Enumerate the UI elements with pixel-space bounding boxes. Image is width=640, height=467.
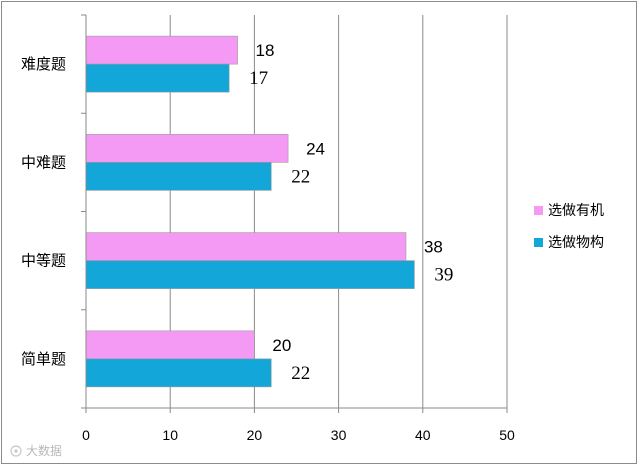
x-tick-label: 30: [331, 427, 347, 443]
legend-label: 选做有机: [548, 203, 604, 219]
x-tick-label: 10: [162, 427, 178, 443]
category-label: 中等题: [21, 252, 66, 270]
watermark-text: 大数据: [26, 443, 62, 458]
bar: [85, 330, 255, 360]
category-label: 难度题: [21, 55, 66, 73]
bar: [85, 35, 238, 65]
value-label: 24: [306, 139, 325, 158]
category-label: 中难题: [21, 153, 66, 171]
bar: [85, 162, 272, 191]
x-tick-label: 0: [82, 427, 90, 443]
value-label: 17: [249, 68, 268, 89]
legend-swatch: [534, 238, 543, 247]
tick-labels: 0 10 20 30 40 50: [82, 427, 515, 443]
value-label: 22: [291, 166, 310, 187]
bar: [85, 358, 272, 388]
axes: [81, 14, 508, 413]
x-tick-label: 50: [499, 427, 515, 443]
x-tick-label: 20: [247, 427, 263, 443]
watermark: 大数据: [10, 443, 62, 458]
bar: [85, 63, 230, 93]
bars: [85, 35, 415, 388]
bar: [85, 260, 415, 289]
value-label: 20: [272, 336, 291, 355]
legend-swatch: [534, 206, 543, 215]
x-tick-label: 40: [415, 427, 431, 443]
bar: [85, 134, 289, 163]
value-label: 22: [291, 363, 310, 384]
bar: [85, 232, 407, 261]
weibo-logo-icon: [10, 445, 22, 457]
value-label: 38: [424, 238, 443, 257]
category-label: 简单题: [21, 350, 66, 368]
legend-label: 选做物构: [548, 235, 604, 251]
value-label: 39: [434, 265, 453, 286]
value-label: 18: [256, 41, 275, 60]
